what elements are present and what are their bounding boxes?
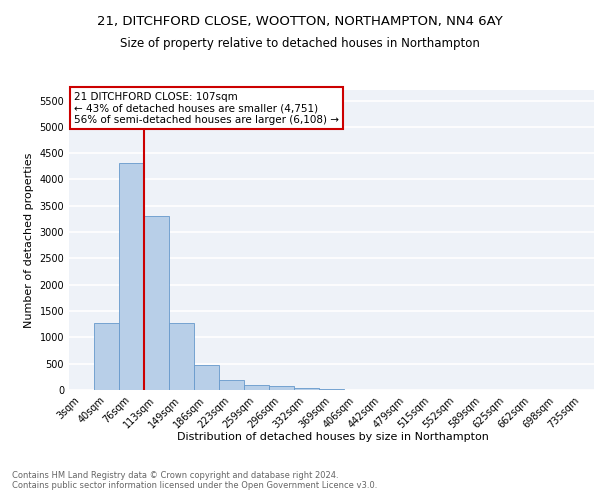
- Bar: [194, 364, 219, 390]
- Bar: [94, 323, 119, 390]
- Bar: [219, 380, 244, 390]
- Bar: [169, 323, 194, 390]
- Text: Contains HM Land Registry data © Crown copyright and database right 2024.
Contai: Contains HM Land Registry data © Crown c…: [12, 470, 377, 490]
- Y-axis label: Number of detached properties: Number of detached properties: [24, 152, 34, 328]
- Bar: [269, 386, 294, 390]
- Text: Size of property relative to detached houses in Northampton: Size of property relative to detached ho…: [120, 38, 480, 51]
- Text: Distribution of detached houses by size in Northampton: Distribution of detached houses by size …: [177, 432, 489, 442]
- Bar: [119, 163, 144, 390]
- Bar: [294, 388, 319, 390]
- Bar: [144, 216, 169, 390]
- Text: 21 DITCHFORD CLOSE: 107sqm
← 43% of detached houses are smaller (4,751)
56% of s: 21 DITCHFORD CLOSE: 107sqm ← 43% of deta…: [74, 92, 339, 124]
- Bar: [319, 389, 344, 390]
- Text: 21, DITCHFORD CLOSE, WOOTTON, NORTHAMPTON, NN4 6AY: 21, DITCHFORD CLOSE, WOOTTON, NORTHAMPTO…: [97, 15, 503, 28]
- Bar: [244, 385, 269, 390]
